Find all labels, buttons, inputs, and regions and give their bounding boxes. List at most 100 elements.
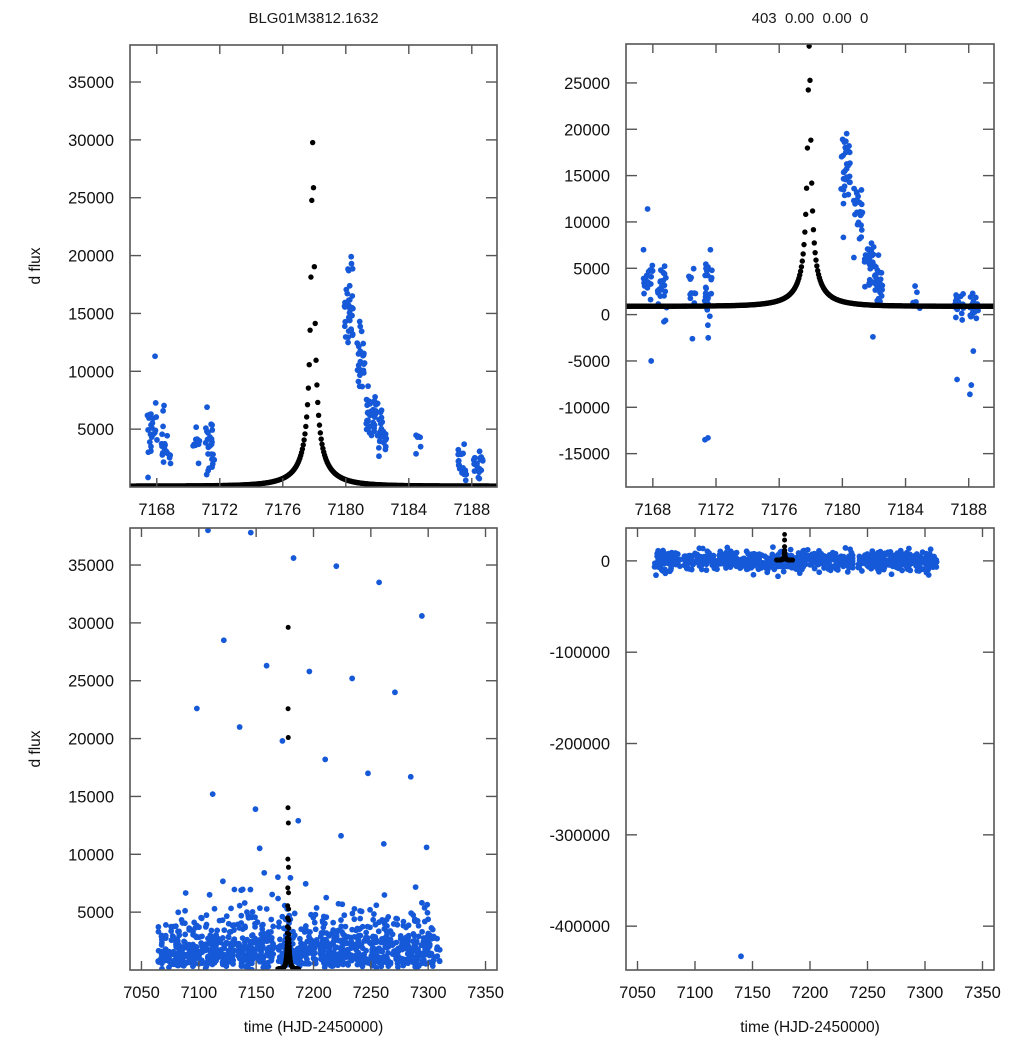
data-point xyxy=(306,668,313,675)
data-point xyxy=(418,613,425,619)
data-point xyxy=(471,461,478,467)
plot-panel-bottom-right: 7050 7100 7150 7200 7250 7300 7350 -400000 -3000… xyxy=(508,488,1024,1045)
data-point xyxy=(376,453,382,460)
x-tick-label: 7172 xyxy=(201,501,238,519)
x-tick-label: 7200 xyxy=(792,984,829,1002)
data-point xyxy=(970,348,977,354)
data-point xyxy=(846,179,853,185)
data-point xyxy=(290,555,297,561)
data-point xyxy=(236,902,243,909)
y-tick-label: 15000 xyxy=(564,168,610,186)
data-point xyxy=(870,251,877,258)
data-point xyxy=(802,561,809,568)
data-point xyxy=(367,906,373,913)
data-point xyxy=(471,468,478,474)
data-point xyxy=(228,905,234,912)
data-point xyxy=(256,845,263,852)
data-point xyxy=(239,886,246,893)
data-point xyxy=(291,910,298,917)
model-point xyxy=(316,422,323,428)
x-tick-label: 7188 xyxy=(453,501,490,519)
data-point xyxy=(321,920,328,927)
data-point xyxy=(145,449,152,456)
data-point xyxy=(854,221,861,228)
data-point xyxy=(219,878,226,885)
data-point xyxy=(338,917,344,923)
model-point xyxy=(304,401,311,408)
data-point xyxy=(405,922,412,929)
data-point xyxy=(384,923,390,929)
data-point xyxy=(345,328,352,334)
data-point xyxy=(865,252,872,259)
data-point xyxy=(220,637,227,644)
model-point xyxy=(311,264,318,270)
data-point xyxy=(356,318,363,325)
x-tick-label: 7184 xyxy=(390,501,427,519)
data-point xyxy=(207,442,213,449)
data-point xyxy=(199,933,205,940)
data-point xyxy=(476,475,483,482)
data-point xyxy=(306,960,312,967)
data-point xyxy=(242,924,249,931)
model-point xyxy=(806,44,812,49)
data-point xyxy=(864,246,871,252)
data-point xyxy=(373,964,380,970)
x-tick-label: 7168 xyxy=(138,501,175,519)
data-point xyxy=(392,689,398,696)
data-point xyxy=(323,894,330,901)
data-point xyxy=(933,557,940,563)
data-point xyxy=(346,282,353,289)
model-point xyxy=(782,537,788,543)
y-tick-label: 30000 xyxy=(68,132,114,150)
data-point xyxy=(338,832,344,839)
data-point xyxy=(662,288,669,295)
data-point xyxy=(357,932,364,939)
data-point xyxy=(661,318,667,325)
data-point xyxy=(394,921,401,928)
model-point xyxy=(305,385,312,391)
data-point xyxy=(159,939,165,946)
data-point xyxy=(374,400,381,407)
y-tick-label: 20000 xyxy=(68,248,114,266)
data-point xyxy=(349,331,356,338)
x-tick-label: 7200 xyxy=(295,984,332,1002)
data-point xyxy=(182,939,188,946)
data-point xyxy=(676,563,683,570)
y-tick-label: 10000 xyxy=(564,214,610,232)
data-point xyxy=(641,290,647,297)
data-point xyxy=(419,928,425,935)
data-point xyxy=(875,295,882,302)
data-point xyxy=(211,456,218,463)
data-point xyxy=(415,933,422,940)
data-point xyxy=(456,462,463,468)
data-point xyxy=(208,927,215,934)
data-point xyxy=(148,411,154,418)
data-point xyxy=(252,806,259,813)
x-tick-label: 7150 xyxy=(238,984,275,1002)
model-point xyxy=(805,87,811,93)
data-point xyxy=(381,892,388,898)
data-point xyxy=(365,383,371,390)
plot-frame xyxy=(129,44,498,488)
data-point xyxy=(380,840,387,847)
y-tick-label: 5000 xyxy=(77,904,114,922)
data-point xyxy=(221,945,227,952)
data-point xyxy=(291,932,298,939)
data-point xyxy=(279,738,286,744)
data-point xyxy=(146,439,153,445)
data-point xyxy=(372,394,378,400)
data-point xyxy=(202,425,209,432)
data-point xyxy=(363,947,370,954)
data-point xyxy=(342,334,349,340)
data-point xyxy=(322,756,329,763)
data-point xyxy=(717,548,724,555)
data-point xyxy=(411,932,418,939)
data-point xyxy=(658,284,665,290)
model-point xyxy=(306,362,312,368)
data-point xyxy=(159,965,165,970)
model-point xyxy=(317,430,324,436)
data-point xyxy=(419,899,425,906)
data-point xyxy=(249,909,256,915)
data-point xyxy=(351,905,358,912)
data-point xyxy=(852,200,858,207)
